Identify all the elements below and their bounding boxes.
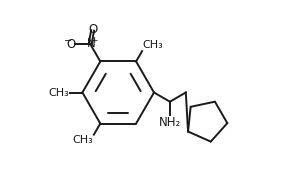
Text: +: + bbox=[91, 36, 98, 45]
Text: CH₃: CH₃ bbox=[72, 135, 93, 145]
Text: CH₃: CH₃ bbox=[143, 40, 163, 51]
Text: CH₃: CH₃ bbox=[48, 88, 69, 97]
Text: O: O bbox=[67, 38, 76, 51]
Text: N: N bbox=[87, 37, 96, 50]
Text: NH₂: NH₂ bbox=[159, 116, 181, 129]
Text: −: − bbox=[64, 36, 72, 46]
Text: O: O bbox=[88, 23, 97, 36]
